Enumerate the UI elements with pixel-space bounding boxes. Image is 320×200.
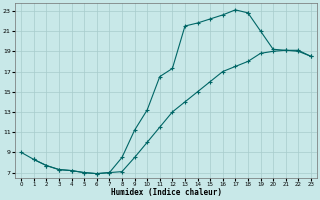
- X-axis label: Humidex (Indice chaleur): Humidex (Indice chaleur): [111, 188, 221, 197]
